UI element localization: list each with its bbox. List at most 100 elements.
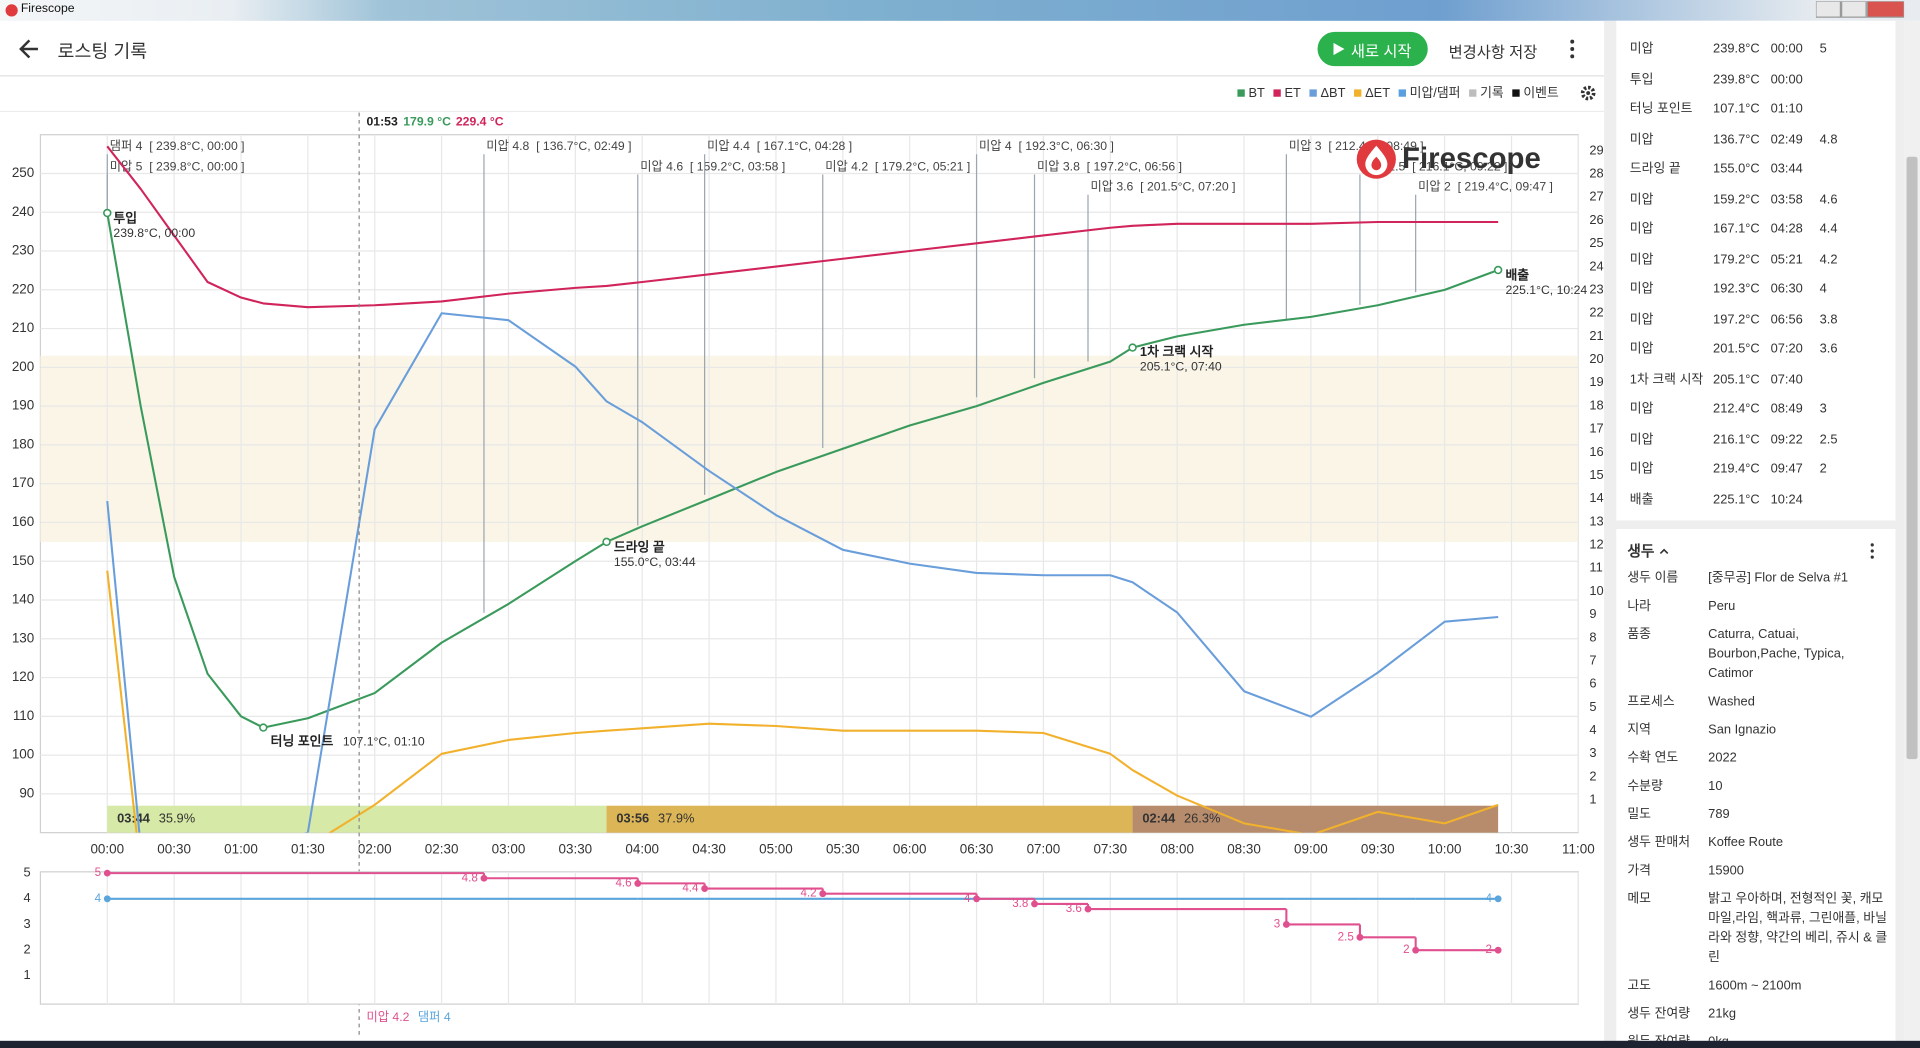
more-menu[interactable]: [1566, 38, 1578, 60]
y2-tick-label: 15: [1589, 467, 1603, 482]
field-label: 생두 잔여량: [1627, 1005, 1691, 1021]
y2-tick-label: 12: [1589, 537, 1603, 552]
cursor-bt: 179.9 °C: [403, 115, 451, 129]
y-tick-label: 5: [23, 865, 30, 880]
marker-label: 미압 4.6 [ 159.2°C, 03:58 ]: [640, 159, 785, 173]
event-cell: 01:10: [1770, 101, 1803, 117]
bean-title-text: 생두: [1627, 542, 1655, 560]
event-cell: 미압: [1629, 461, 1654, 477]
event-row: 터닝 포인트 107.1°C 01:10: [1616, 99, 1895, 119]
x-tick-label: 07:00: [1027, 841, 1061, 856]
play-icon: [1333, 42, 1345, 56]
phase-share: 35.9%: [159, 811, 195, 826]
event-detail: 205.1°C, 07:40: [1140, 359, 1222, 373]
event-cell: 00:00: [1770, 71, 1803, 87]
step-value-label: 5: [95, 866, 101, 879]
event-cell: 4: [1819, 281, 1827, 297]
y-tick-label: 2: [23, 942, 30, 957]
bean-title[interactable]: 생두: [1627, 540, 1670, 561]
app-icon: [5, 4, 18, 17]
event-cell: 02:49: [1770, 131, 1803, 147]
x-tick-label: 00:00: [90, 841, 124, 856]
field-value: 21kg: [1708, 1005, 1737, 1021]
event-cell: 219.4°C: [1713, 461, 1760, 477]
x-tick-label: 02:30: [425, 841, 459, 856]
start-button[interactable]: 새로 시작: [1317, 31, 1428, 67]
event-cell: 167.1°C: [1713, 221, 1760, 237]
event-cell: 미압: [1629, 431, 1654, 447]
y2-tick-label: 16: [1589, 444, 1603, 459]
back-arrow: [19, 39, 38, 59]
sub-cursor-label: 댐퍼 4: [418, 1010, 451, 1024]
events-card: 미압 239.8°C 00:00 5 투입 239.8°C 00:00 터닝 포인트 107.1…: [1616, 20, 1896, 521]
event-cell: 00:00: [1770, 41, 1803, 57]
legend-swatch: [1273, 89, 1281, 97]
minimize[interactable]: [1815, 1, 1842, 18]
event-cell: 04:28: [1770, 221, 1803, 237]
play-triangle: [1333, 42, 1345, 56]
event-name: 배출: [1505, 268, 1529, 283]
y2-tick-label: 3: [1589, 745, 1596, 760]
event-cell: 1차 크랙 시작: [1629, 371, 1704, 387]
legend-label: ΔBT: [1320, 85, 1345, 100]
x-tick-label: 01:30: [291, 841, 325, 856]
event-row: 미압 136.7°C 02:49 4.8: [1616, 129, 1895, 149]
legend-label: ΔET: [1365, 85, 1390, 100]
gear: [1580, 85, 1596, 101]
x-tick-label: 08:30: [1227, 841, 1261, 856]
step-value-label: 2: [1486, 943, 1492, 956]
event-point: [103, 208, 112, 218]
series-line: [106, 145, 1499, 309]
field-label: 수분량: [1627, 778, 1663, 793]
event-point: [1493, 265, 1503, 275]
legend-swatch: [1354, 89, 1362, 97]
step-point: [1494, 946, 1502, 954]
y-tick-label: 170: [12, 475, 34, 490]
settings-button[interactable]: [1580, 85, 1596, 101]
back-button[interactable]: [17, 37, 41, 61]
y2-tick-label: 11: [1589, 560, 1602, 575]
event-cell: 07:40: [1770, 371, 1803, 387]
event-detail: 239.8°C, 00:00: [113, 226, 195, 240]
step-point: [701, 885, 709, 892]
field-value: 2022: [1708, 750, 1737, 765]
dot: [1570, 54, 1575, 59]
marker-label: 미압 3.6 [ 201.5°C, 07:20 ]: [1090, 180, 1235, 194]
step-point: [103, 869, 111, 877]
step-value-label: 3.8: [1012, 897, 1028, 910]
save-button[interactable]: 변경사항 저장: [1448, 44, 1538, 62]
close[interactable]: [1866, 1, 1905, 18]
side-panel: 미압 239.8°C 00:00 5 투입 239.8°C 00:00 터닝 포인트 107.1…: [1604, 20, 1905, 1041]
scroll-thumb[interactable]: [1906, 156, 1918, 760]
y-tick-label: 100: [12, 747, 34, 762]
step-point: [1356, 933, 1364, 941]
event-cell: 216.1°C: [1713, 431, 1760, 447]
y2-tick-label: 13: [1589, 513, 1603, 528]
step-value-label: 2.5: [1338, 930, 1354, 943]
event-row: 미압 219.4°C 09:47 2: [1616, 459, 1895, 479]
event-cell: 2: [1819, 461, 1827, 477]
marker-label: 미압 4 [ 192.3°C, 06:30 ]: [979, 139, 1114, 153]
x-tick-label: 04:00: [625, 841, 659, 856]
y2-tick-label: 26: [1589, 212, 1603, 227]
step-value-label: 2: [1403, 943, 1409, 956]
y2-tick-label: 23: [1589, 281, 1603, 296]
event-row: 배출 225.1°C 10:24: [1616, 489, 1895, 509]
dot: [1870, 549, 1874, 553]
event-cell: 3: [1819, 401, 1827, 417]
field-value: Koffee Route: [1708, 834, 1783, 850]
event-cell: 212.4°C: [1713, 401, 1760, 417]
field-label: 밀도: [1627, 806, 1652, 822]
bean-card: 생두 생두 이름 [중무공] Flor de Selva #1 나라 Peru 품종 Ca…: [1616, 528, 1896, 1041]
event-cell: 03:44: [1770, 161, 1803, 177]
event-cell: 08:49: [1770, 401, 1803, 417]
event-name: 터닝 포인트: [271, 734, 334, 749]
x-tick-label: 07:30: [1093, 841, 1127, 856]
event-cell: 09:22: [1770, 431, 1803, 447]
bean-menu[interactable]: [1867, 542, 1877, 559]
field-value: San Ignazio: [1708, 721, 1777, 737]
maximize[interactable]: [1841, 1, 1867, 18]
app-icon-circle: [5, 4, 18, 17]
event-cell: 06:30: [1770, 281, 1803, 297]
